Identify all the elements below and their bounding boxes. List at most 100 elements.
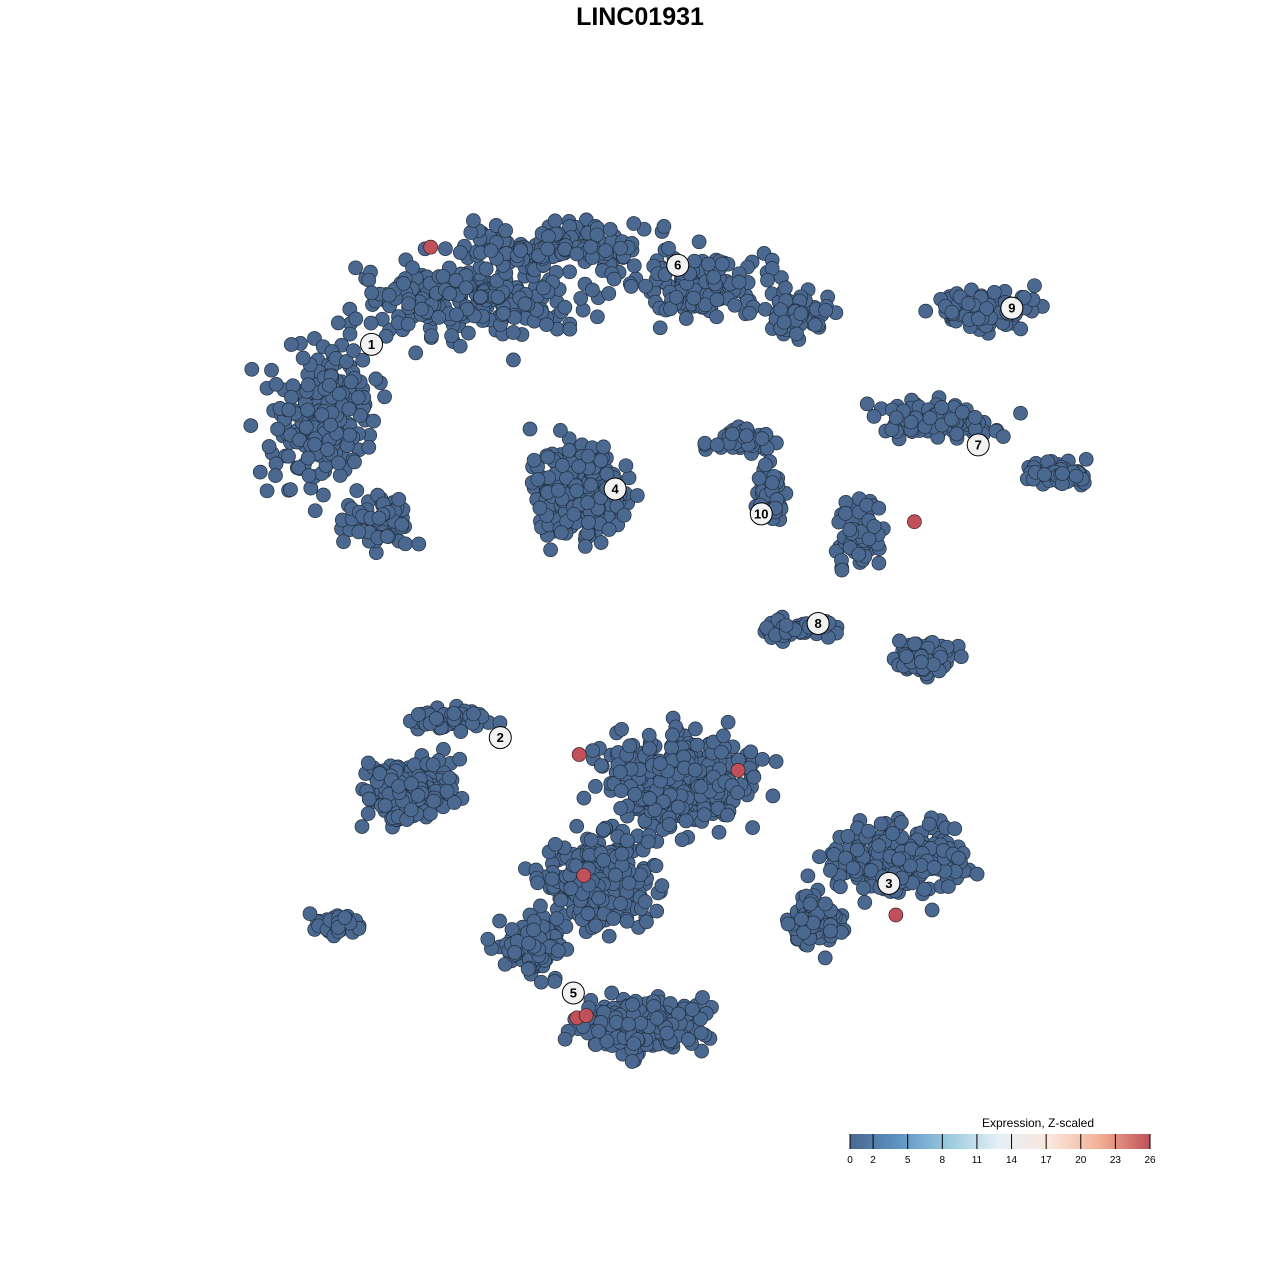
cell-point (360, 755, 376, 771)
cluster-label-text: 7 (975, 437, 982, 452)
cell-point (960, 296, 976, 311)
cell-point (678, 813, 694, 829)
cell-point (924, 902, 940, 918)
cell-point (773, 302, 789, 318)
cell-point (888, 410, 904, 426)
cell-point (714, 256, 730, 272)
cell-point (449, 307, 464, 323)
cell-point (970, 311, 986, 327)
cell-point (331, 386, 347, 402)
cell-point (913, 654, 929, 670)
cell-point (583, 832, 599, 848)
cell-point (302, 906, 318, 922)
cell-point (448, 272, 464, 288)
cell-point (619, 833, 635, 848)
cell-point (807, 317, 823, 333)
cell-point (626, 258, 642, 274)
cell-point (372, 766, 388, 781)
high-points-layer (423, 239, 922, 1026)
cell-point (730, 785, 745, 801)
cell-point (557, 1031, 573, 1047)
cell-point (323, 417, 338, 433)
cell-point (697, 435, 713, 451)
cell-point (347, 454, 362, 470)
cell-point (547, 974, 563, 989)
cell-point (342, 326, 358, 342)
cell-point (892, 633, 907, 649)
cell-point (300, 450, 316, 466)
cell-point (411, 707, 426, 722)
cell-point (716, 728, 731, 744)
cell-point (478, 261, 494, 277)
cell-point (688, 721, 703, 737)
legend-colorbar (850, 1134, 1150, 1149)
legend-tick-label: 20 (1075, 1155, 1087, 1166)
cell-point (616, 507, 632, 523)
cell-point (674, 832, 690, 848)
cluster-label-marker (806, 611, 830, 635)
cell-point (540, 241, 555, 257)
cell-point (441, 770, 457, 786)
cell-point (496, 306, 511, 321)
cell-point (641, 727, 657, 743)
cell-point (300, 402, 315, 418)
cell-point (593, 758, 609, 773)
cell-point (364, 285, 379, 301)
cluster-label-10: 10 (749, 502, 773, 526)
cell-point (706, 269, 722, 285)
cluster-label-text: 2 (497, 730, 504, 745)
cell-point (693, 1025, 709, 1041)
cell-point (298, 419, 314, 435)
cell-point (678, 311, 694, 326)
cell-point (613, 240, 628, 256)
cell-point (337, 910, 353, 926)
cluster-label-text: 10 (754, 506, 768, 521)
cell-point (780, 916, 796, 932)
cell-point (581, 515, 596, 530)
cell-point (751, 470, 767, 486)
cell-point (461, 325, 476, 341)
cell-point (355, 352, 371, 368)
cell-point (411, 536, 427, 552)
cell-point (439, 783, 455, 799)
cell-point (563, 881, 579, 896)
cell-point (547, 213, 563, 229)
cell-point (361, 439, 377, 455)
cluster-label-8: 8 (806, 611, 830, 635)
high-expression-point (730, 762, 746, 778)
cell-point (533, 974, 549, 990)
cell-point (861, 823, 876, 839)
cell-point (668, 289, 684, 305)
cell-point (606, 911, 621, 926)
cell-point (621, 1016, 636, 1032)
cell-point (368, 371, 384, 387)
cell-point (695, 990, 710, 1005)
cell-point (618, 458, 634, 474)
cell-point (899, 649, 914, 664)
cell-point (505, 325, 521, 340)
cell-point (539, 317, 554, 332)
cell-point (765, 788, 781, 804)
cluster-label-marker (603, 477, 627, 501)
cell-point (281, 402, 297, 418)
legend-tick-label: 5 (905, 1155, 911, 1166)
cell-point (691, 234, 707, 250)
cell-point (349, 483, 365, 498)
cluster-label-9: 9 (1000, 296, 1024, 320)
cell-point (601, 522, 617, 537)
cell-point (466, 706, 481, 722)
cluster-label-text: 3 (885, 876, 892, 891)
cell-point (536, 280, 551, 296)
cell-point (361, 272, 377, 288)
cluster-label-text: 8 (815, 616, 822, 631)
cell-point (818, 302, 834, 318)
cell-point (789, 326, 804, 342)
legend-tick-label: 26 (1144, 1155, 1156, 1166)
cell-point (314, 407, 330, 423)
cell-point (348, 311, 364, 327)
cell-point (743, 744, 759, 760)
cell-point (638, 278, 653, 294)
cell-point (693, 779, 709, 795)
cell-point (414, 301, 429, 317)
